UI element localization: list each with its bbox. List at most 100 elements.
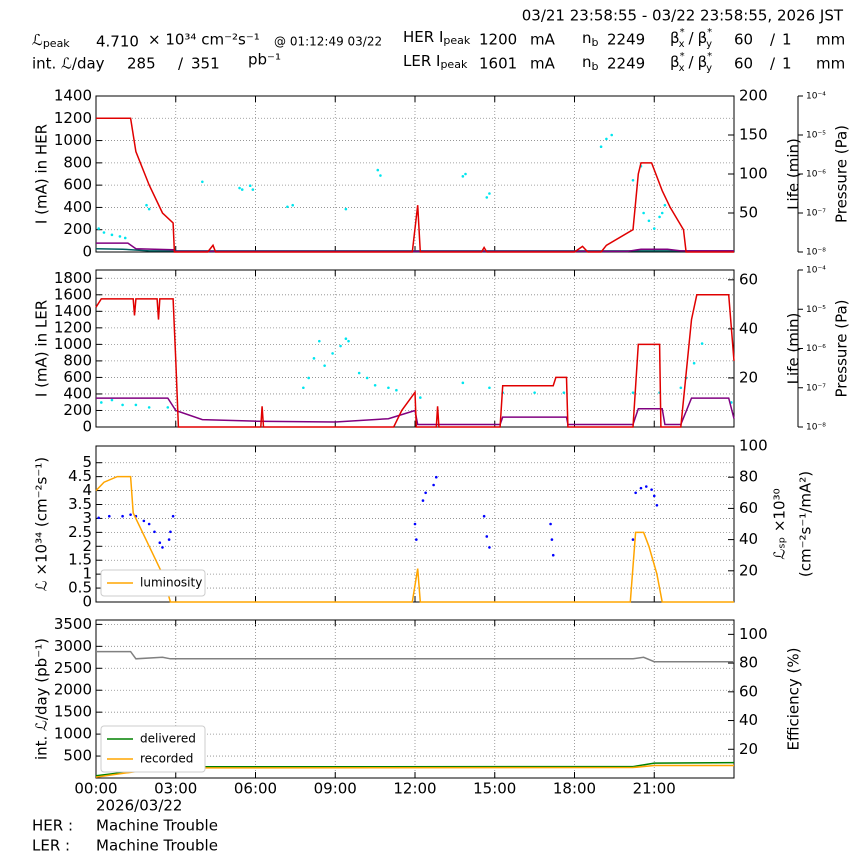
plot-frame <box>95 445 735 603</box>
point <box>145 203 148 207</box>
y2-label: Life (min) <box>785 313 803 385</box>
y2-label: (cm⁻²s⁻¹/mA²) <box>797 471 815 577</box>
point <box>373 383 377 387</box>
y3-tick-label: 10⁻⁵ <box>806 305 826 315</box>
y-tick-label: 1000 <box>54 725 92 743</box>
point <box>171 514 175 518</box>
point <box>134 403 138 407</box>
her-bx: 60 <box>734 31 753 49</box>
point <box>650 488 653 491</box>
point <box>395 388 398 392</box>
point <box>344 337 348 340</box>
series-line <box>95 294 735 428</box>
point <box>201 180 204 184</box>
point <box>312 357 316 360</box>
point <box>700 342 704 345</box>
point <box>147 406 151 409</box>
point <box>142 519 146 523</box>
x-label: 2026/03/22 <box>96 797 182 815</box>
y-tick-label: 0 <box>82 418 92 436</box>
y-tick-label: 800 <box>63 351 92 369</box>
point <box>421 499 425 502</box>
y2-tick-label: 80 <box>739 468 758 486</box>
y-tick-label: 600 <box>63 176 92 194</box>
intl-label: int. ℒ/day <box>32 55 105 73</box>
point <box>248 184 252 187</box>
y-tick-label: 3500 <box>54 615 92 633</box>
point <box>488 192 491 195</box>
ler-beta: β* x / β* y <box>670 51 712 74</box>
intl-sep: / <box>178 55 184 73</box>
point <box>238 186 241 190</box>
y-tick-label: 1 <box>82 565 92 583</box>
intl-recorded: 285 <box>127 55 156 73</box>
point <box>485 196 489 199</box>
y-tick-label: 2000 <box>54 681 92 699</box>
point <box>424 491 427 495</box>
y2-tick-label: 100 <box>739 625 768 643</box>
y-tick-label: 3.5 <box>68 495 92 513</box>
point <box>488 546 491 549</box>
x-tick-label: 15:00 <box>473 780 516 798</box>
her-label: HER Ipeak <box>403 28 471 48</box>
y-tick-label: 600 <box>63 368 92 386</box>
lpeak-time: @ 01:12:49 03/22 <box>274 35 382 49</box>
legend-label: luminosity <box>140 576 202 590</box>
intl-delivered: 351 <box>191 55 220 73</box>
point <box>291 203 295 207</box>
ler-bx: 60 <box>734 55 753 73</box>
y3-tick-label: 10⁻⁶ <box>806 170 826 180</box>
point <box>107 514 111 518</box>
x-tick-label: 03:00 <box>154 780 197 798</box>
point <box>100 401 103 404</box>
intl-unit: pb⁻¹ <box>248 51 281 69</box>
y-tick-label: 4 <box>82 481 92 499</box>
point <box>647 219 651 223</box>
her-info: HER Ipeak 1200 mA nb 2249 β* x / β* y 60 / 1… <box>403 27 845 50</box>
point <box>610 133 614 137</box>
point <box>432 483 435 487</box>
point <box>307 376 310 380</box>
series-line <box>95 475 734 603</box>
y-tick-label: 5 <box>82 453 92 471</box>
point <box>167 538 171 541</box>
y-tick-label: 1000 <box>54 335 92 353</box>
y-label: int. ℒ/day (pb⁻¹) <box>33 638 51 760</box>
y2-tick-label: 50 <box>739 204 758 222</box>
y-tick-label: 1200 <box>54 318 92 336</box>
point <box>658 215 661 219</box>
y2-tick-label: 20 <box>739 740 758 758</box>
ler-nb: nb <box>582 53 599 74</box>
y2-tick-label: 80 <box>739 654 758 672</box>
point <box>461 381 465 385</box>
y2-tick-label: 150 <box>739 126 768 144</box>
point <box>434 475 438 479</box>
y-tick-label: 1800 <box>54 269 92 287</box>
her-bunit: mm <box>816 31 845 49</box>
point <box>166 406 170 409</box>
her-nb: nb <box>582 29 599 50</box>
y3-tick-label: 10⁻⁴ <box>806 266 826 276</box>
y3-tick-label: 10⁻⁴ <box>806 92 826 102</box>
point <box>387 386 390 390</box>
point <box>533 391 536 394</box>
point <box>631 538 635 541</box>
series-line <box>96 117 734 253</box>
point <box>302 386 305 390</box>
y2-tick-label: 20 <box>739 561 758 579</box>
her-status: Machine Trouble <box>96 817 218 835</box>
point <box>331 352 334 355</box>
y2-tick-label: 60 <box>739 682 758 700</box>
y-tick-label: 1200 <box>54 109 92 127</box>
her-beta: β* x / β* y <box>670 27 712 50</box>
y-tick-label: 200 <box>63 401 92 419</box>
y2-label: Life (min) <box>785 138 803 210</box>
y-tick-label: 400 <box>63 198 92 216</box>
y2-tick-label: 40 <box>739 530 758 548</box>
legend-box <box>100 569 206 597</box>
point <box>347 339 350 343</box>
lpeak-unit: × 10³⁴ cm⁻²s⁻¹ <box>148 31 260 49</box>
y-tick-label: 1.5 <box>68 551 92 569</box>
point <box>110 233 114 237</box>
point <box>147 522 151 526</box>
